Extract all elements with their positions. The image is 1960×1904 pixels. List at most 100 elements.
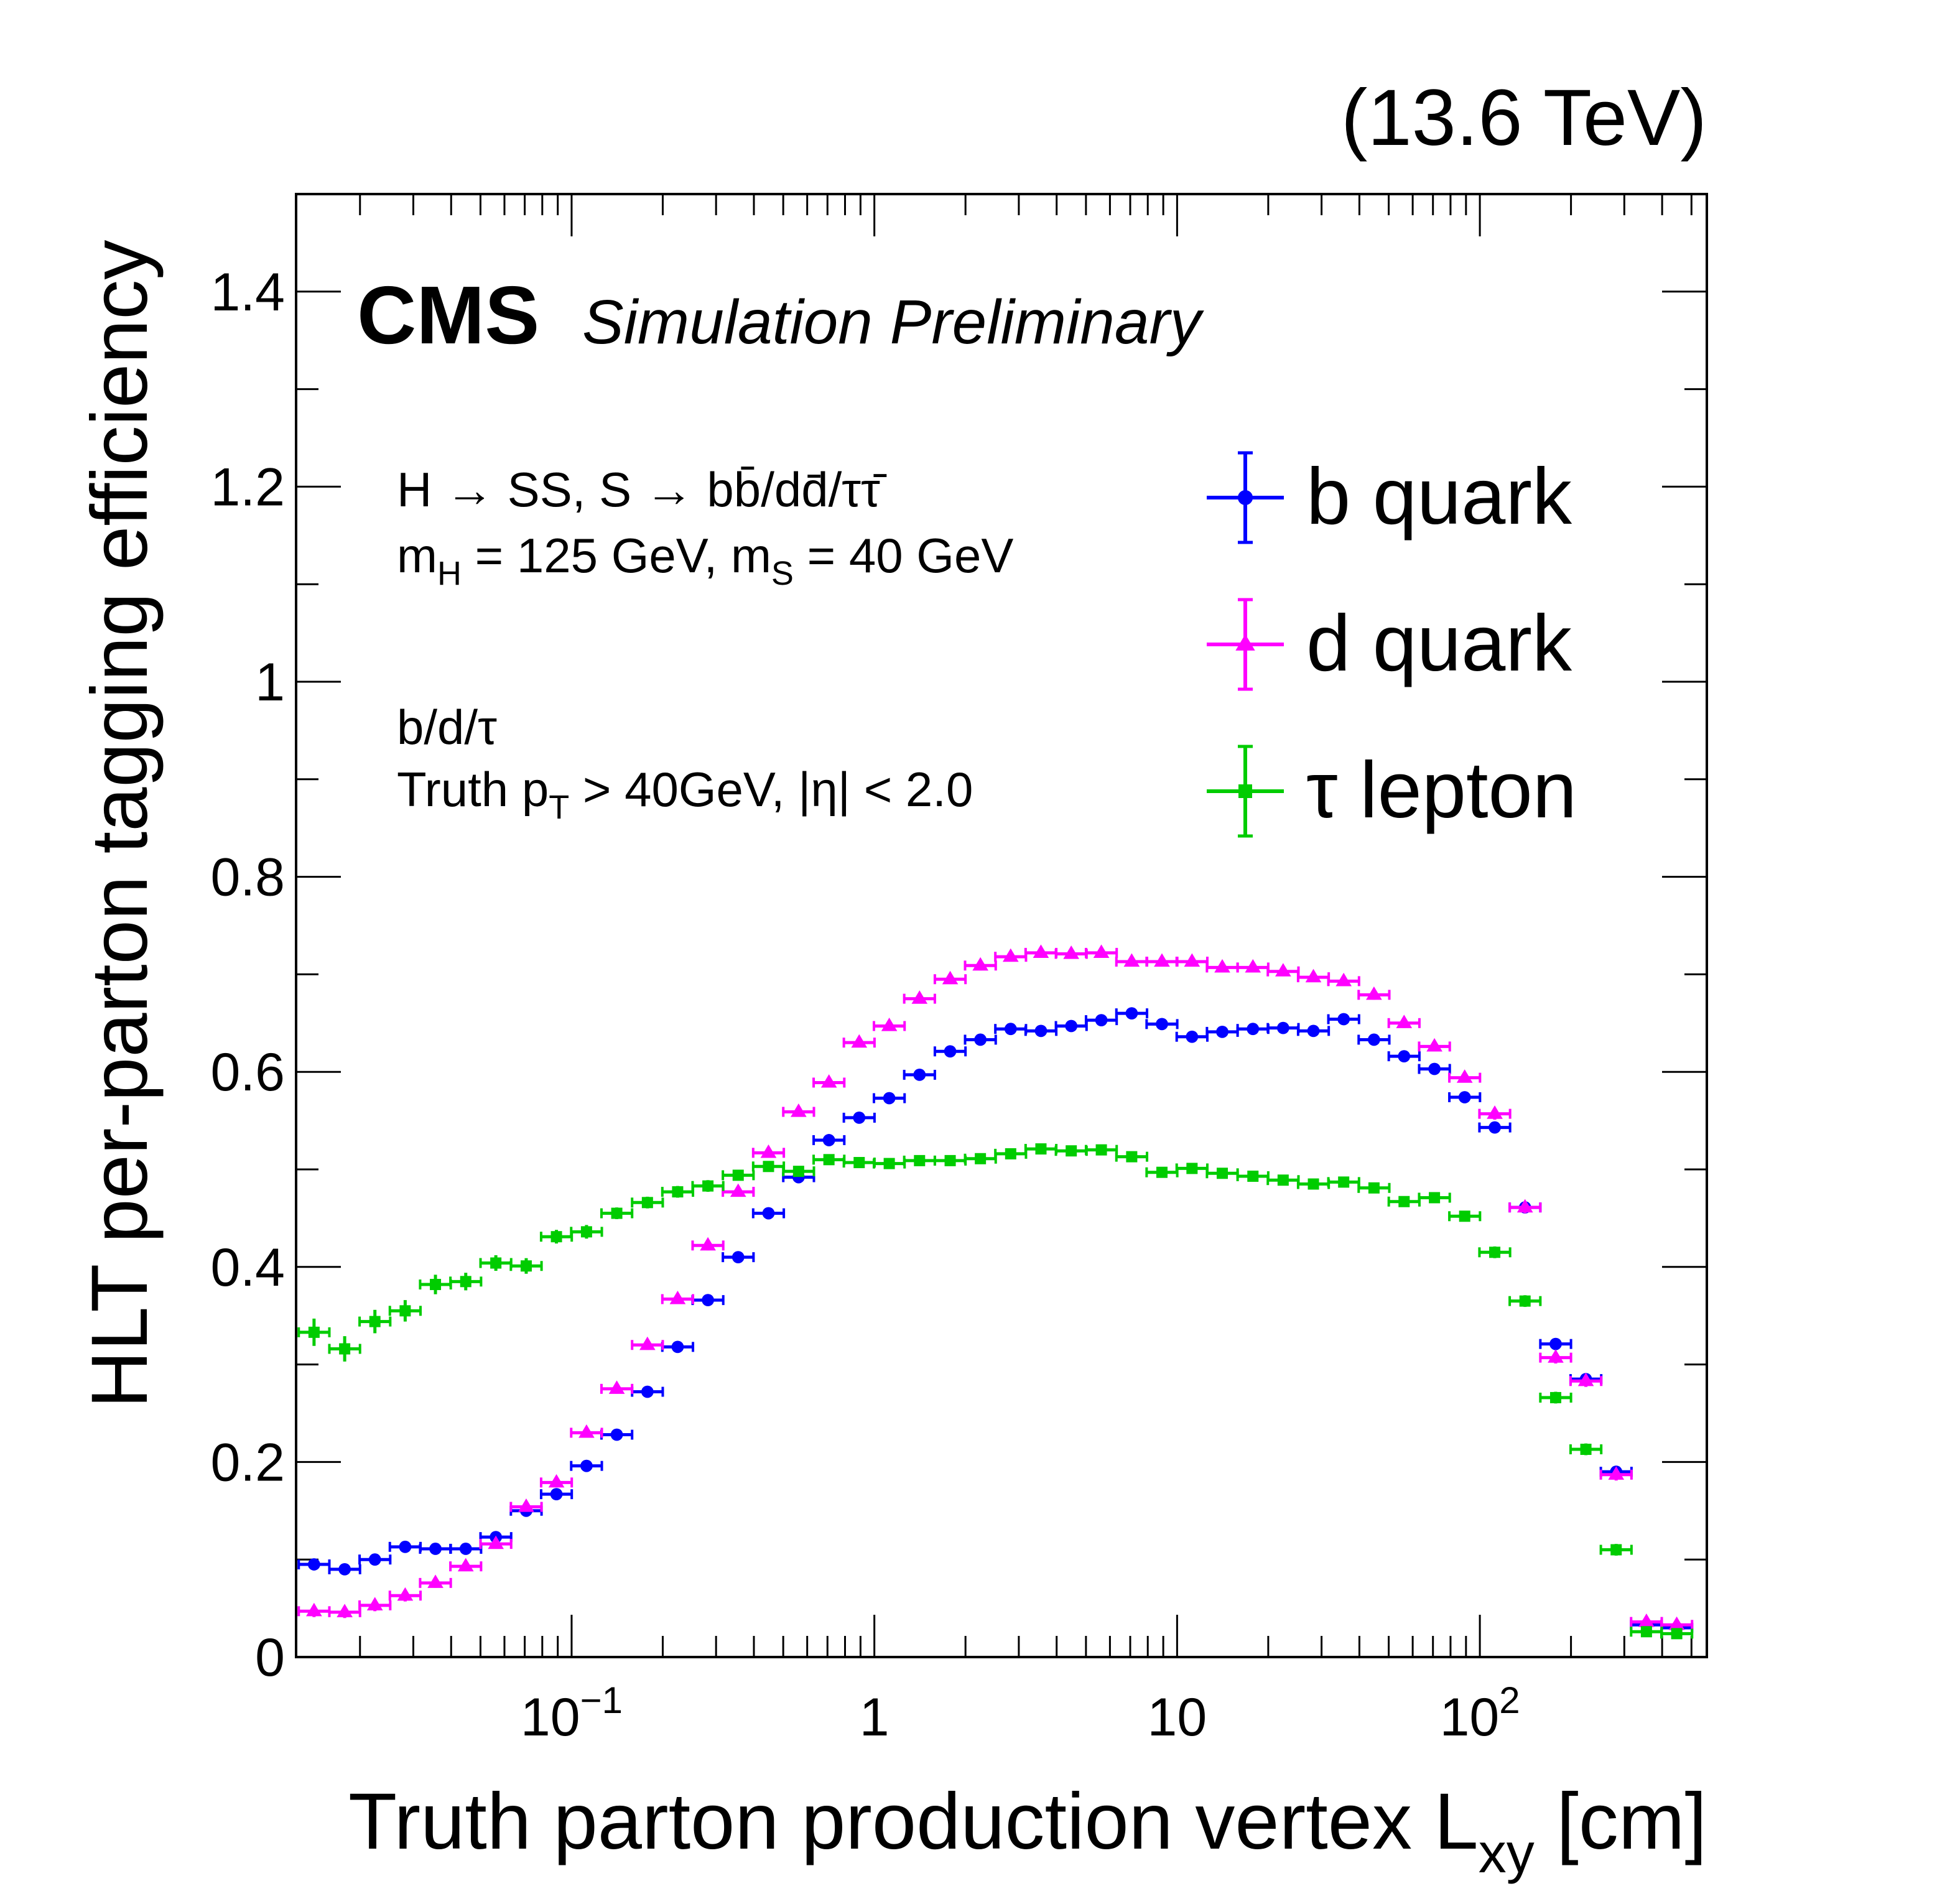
- marker: [702, 1294, 714, 1307]
- marker: [700, 1237, 716, 1251]
- marker: [399, 1540, 412, 1553]
- data-point: [903, 1069, 936, 1081]
- axis-ticks: [296, 193, 1707, 1658]
- data-point: [600, 1380, 634, 1394]
- data-point: [782, 1103, 815, 1117]
- data-point: [691, 1237, 725, 1251]
- process-label: H → SS, S → bb̄/dd̄/ττ̄: [397, 462, 887, 517]
- data-point: [631, 1196, 664, 1209]
- series-b-quark: [297, 1007, 1694, 1634]
- data-point: [1448, 1069, 1482, 1083]
- marker: [338, 1563, 351, 1576]
- marker: [792, 1166, 804, 1177]
- marker: [914, 1154, 926, 1166]
- legend-marker: [1238, 784, 1252, 798]
- marker: [1608, 1466, 1625, 1480]
- data-point: [1205, 959, 1239, 973]
- marker: [1549, 1391, 1561, 1403]
- data-point: [297, 1602, 331, 1617]
- marker: [1396, 1015, 1413, 1028]
- legend-marker: [1237, 490, 1253, 506]
- series-d-quark: [297, 944, 1694, 1630]
- data-point: [1205, 1026, 1239, 1038]
- data-point: [661, 1340, 695, 1354]
- data-point: [1084, 1014, 1118, 1026]
- energy-label: (13.6 TeV): [1341, 73, 1707, 162]
- marker: [1398, 1050, 1411, 1063]
- marker: [1277, 1174, 1289, 1186]
- y-tick-label: 0: [255, 1628, 285, 1688]
- data-point: [1236, 1023, 1270, 1036]
- data-point: [722, 1251, 755, 1264]
- marker: [1125, 1007, 1138, 1020]
- data-point: [1236, 959, 1270, 973]
- marker: [457, 1558, 474, 1572]
- marker: [1335, 972, 1352, 987]
- marker: [580, 1459, 593, 1472]
- data-point: [964, 957, 997, 971]
- data-point: [1478, 1246, 1512, 1258]
- data-point: [1448, 1210, 1482, 1222]
- y-tick-label: 0.6: [210, 1043, 285, 1102]
- marker: [1307, 1024, 1320, 1038]
- marker: [548, 1474, 565, 1488]
- data-point: [1478, 1105, 1512, 1120]
- data-point: [751, 1207, 786, 1220]
- marker: [944, 1045, 957, 1058]
- marker: [883, 1158, 895, 1169]
- data-point: [1418, 1038, 1451, 1052]
- marker: [1247, 1170, 1259, 1182]
- data-point: [1054, 1145, 1088, 1157]
- marker: [1610, 1544, 1622, 1556]
- marker: [1186, 1030, 1199, 1043]
- marker: [913, 1069, 926, 1081]
- data-point: [903, 990, 936, 1004]
- data-point: [1236, 1170, 1270, 1182]
- marker: [942, 970, 959, 985]
- data-point: [388, 1300, 422, 1322]
- legend-label: d quark: [1306, 599, 1572, 688]
- legend: b quark d quark τ lepton: [1207, 451, 1577, 838]
- data-point: [872, 1092, 906, 1105]
- data-point: [1115, 953, 1149, 967]
- data-point: [600, 1428, 634, 1441]
- marker: [1398, 1196, 1410, 1207]
- marker: [1489, 1247, 1501, 1258]
- marker: [732, 1251, 745, 1264]
- marker: [518, 1498, 534, 1512]
- marker: [732, 1169, 744, 1181]
- marker: [1426, 1038, 1442, 1052]
- data-point: [722, 1169, 755, 1181]
- legend-label: b quark: [1306, 452, 1572, 541]
- legend-marker: [1235, 634, 1255, 651]
- marker: [1671, 1628, 1683, 1640]
- marker: [608, 1380, 625, 1394]
- x-tick-label: 1: [860, 1688, 889, 1747]
- data-point: [1054, 945, 1088, 959]
- marker: [1063, 945, 1080, 959]
- marker: [397, 1587, 414, 1601]
- marker: [1305, 968, 1322, 983]
- marker: [1487, 1105, 1503, 1119]
- data-point: [449, 1543, 483, 1555]
- data-point: [479, 1535, 513, 1549]
- data-point: [1296, 1178, 1331, 1190]
- marker: [822, 1134, 835, 1146]
- marker: [1276, 1021, 1289, 1034]
- marker: [1033, 944, 1049, 959]
- data-point: [842, 1111, 876, 1124]
- data-point: [1539, 1337, 1572, 1350]
- x-tick-label: 102: [1440, 1679, 1520, 1747]
- marker: [1638, 1614, 1655, 1627]
- data-point: [297, 1558, 331, 1571]
- marker: [429, 1543, 442, 1555]
- data-point: [872, 1158, 906, 1169]
- marker: [1095, 1014, 1108, 1026]
- marker: [488, 1535, 504, 1549]
- marker: [975, 1153, 987, 1164]
- marker: [944, 1154, 956, 1166]
- data-point: [1054, 1019, 1088, 1033]
- partons-label: b/d/τ: [397, 700, 497, 755]
- marker: [1368, 1182, 1380, 1194]
- y-tick-label: 1.2: [210, 457, 285, 517]
